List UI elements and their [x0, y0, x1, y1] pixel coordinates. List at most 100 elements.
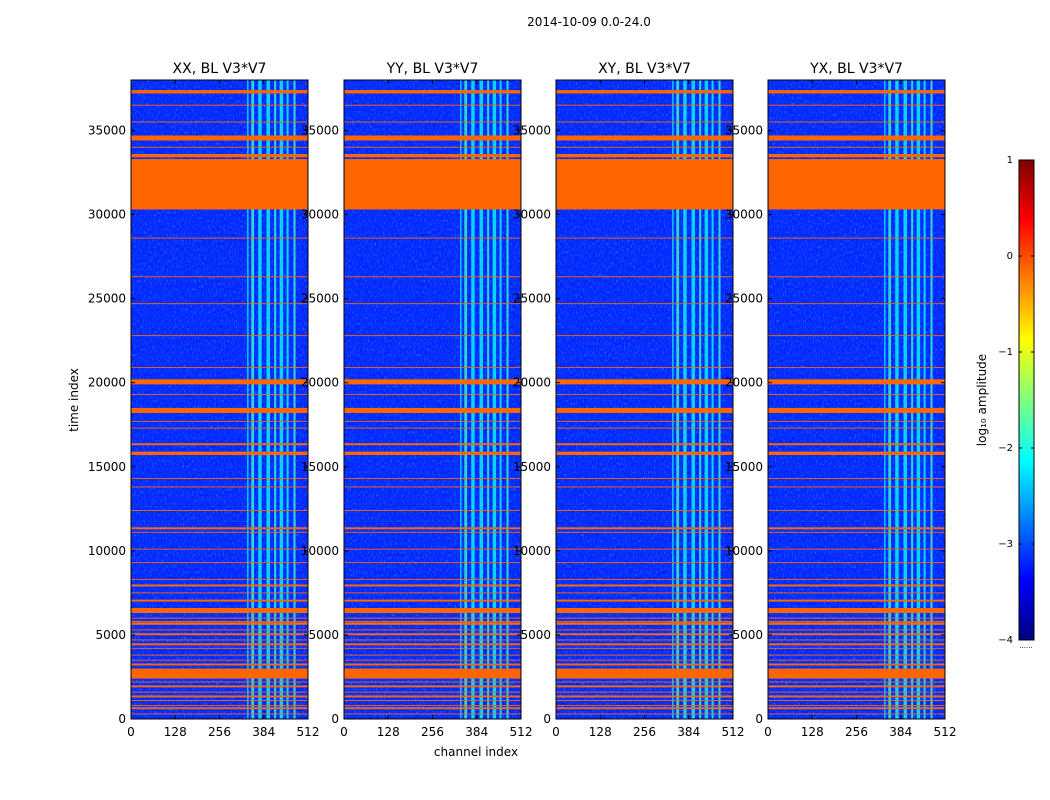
- panel-1: XX, BL V3*V7 0 128 256 384 512 0 5000 10000 15000…: [88, 61, 320, 739]
- emission-band: [923, 80, 926, 719]
- flag-band: [556, 633, 733, 636]
- flag-line: [768, 237, 945, 239]
- flag-line: [556, 700, 733, 702]
- flag-line: [344, 654, 521, 656]
- flag-band: [556, 379, 733, 385]
- colorbar-ticks: 1 0 −1 −2 −3 −4: [998, 155, 1034, 646]
- x-tick-label: 0: [340, 725, 348, 739]
- panel-title: YY, BL V3*V7: [386, 61, 479, 77]
- flag-band: [344, 451, 521, 455]
- emission-band: [916, 80, 921, 719]
- flag-line: [556, 393, 733, 395]
- flag-line: [556, 659, 733, 661]
- emission-band: [279, 80, 284, 719]
- y-tick-label: 35000: [725, 123, 763, 137]
- flag-line: [768, 420, 945, 422]
- flag-band: [556, 407, 733, 413]
- flag-line: [131, 700, 308, 702]
- flag-band: [556, 90, 733, 94]
- flag-line: [131, 681, 308, 683]
- flag-band: [768, 443, 945, 446]
- flag-line: [131, 303, 308, 305]
- flag-line: [344, 478, 521, 480]
- flag-band: [131, 527, 308, 530]
- flag-line: [768, 654, 945, 656]
- y-tick-label: 10000: [88, 544, 126, 558]
- colorbar-footnote: ......: [1019, 642, 1032, 650]
- flag-line: [344, 104, 521, 106]
- x-tick-label: 0: [552, 725, 560, 739]
- flag-line: [556, 654, 733, 656]
- flag-line: [344, 562, 521, 564]
- flag-band: [556, 599, 733, 602]
- flag-line: [768, 276, 945, 278]
- y-tick-label: 25000: [725, 292, 763, 306]
- flag-band: [556, 584, 733, 587]
- colorbar-tick-label: −1: [998, 347, 1013, 358]
- y-tick-label: 30000: [725, 208, 763, 222]
- flag-line: [768, 691, 945, 693]
- y-tick-label: 5000: [308, 628, 339, 642]
- flag-line: [131, 548, 308, 550]
- emission-band: [471, 80, 475, 719]
- flag-band: [131, 407, 308, 413]
- emission-band: [672, 80, 674, 719]
- y-tick-label: 15000: [725, 460, 763, 474]
- y-axis-label: time index: [67, 368, 81, 432]
- x-tick-label: 512: [510, 725, 533, 739]
- flag-band: [768, 135, 945, 141]
- flag-line: [556, 620, 733, 622]
- flag-line: [556, 146, 733, 148]
- flag-line: [131, 367, 308, 369]
- flag-band: [768, 379, 945, 385]
- flag-line: [344, 617, 521, 619]
- emission-band: [247, 80, 249, 719]
- flag-band: [344, 379, 521, 385]
- flag-line: [131, 691, 308, 693]
- flag-line: [556, 691, 733, 693]
- flag-band: [768, 622, 945, 625]
- emission-band: [499, 80, 502, 719]
- flag-line: [768, 548, 945, 550]
- flag-line: [344, 592, 521, 594]
- flag-line: [131, 562, 308, 564]
- flag-band: [344, 443, 521, 446]
- y-tick-label: 15000: [301, 460, 339, 474]
- flag-line: [131, 146, 308, 148]
- flag-band: [768, 707, 945, 710]
- flag-band: [131, 685, 308, 688]
- flag-line: [768, 647, 945, 649]
- flag-band: [344, 622, 521, 625]
- flag-line: [556, 639, 733, 641]
- flag-band: [131, 663, 308, 666]
- flag-line: [344, 420, 521, 422]
- flag-line: [768, 592, 945, 594]
- flag-line: [556, 121, 733, 123]
- flag-line: [556, 276, 733, 278]
- flag-line: [131, 578, 308, 580]
- flag-line: [768, 531, 945, 533]
- emission-band: [492, 80, 497, 719]
- flag-line: [768, 681, 945, 683]
- flag-line: [556, 427, 733, 429]
- y-tick-label: 15000: [88, 460, 126, 474]
- flag-band: [131, 622, 308, 625]
- flag-band: [768, 685, 945, 688]
- flag-line: [131, 620, 308, 622]
- emission-band: [683, 80, 687, 719]
- x-tick-label: 384: [889, 725, 912, 739]
- colorbar: 1 0 −1 −2 −3 −4 log₁₀ amplitude ......: [975, 155, 1035, 650]
- flag-line: [556, 562, 733, 564]
- y-tick-label: 10000: [513, 544, 551, 558]
- flag-band: [556, 443, 733, 446]
- flag-line: [768, 367, 945, 369]
- flag-line: [131, 121, 308, 123]
- flag-band: [344, 685, 521, 688]
- flag-band: [556, 608, 733, 614]
- x-tick-label: 128: [589, 725, 612, 739]
- x-tick-label: 384: [252, 725, 275, 739]
- x-tick-label: 256: [845, 725, 868, 739]
- panel-title: YX, BL V3*V7: [809, 61, 903, 77]
- flag-line: [768, 562, 945, 564]
- flag-line: [344, 659, 521, 661]
